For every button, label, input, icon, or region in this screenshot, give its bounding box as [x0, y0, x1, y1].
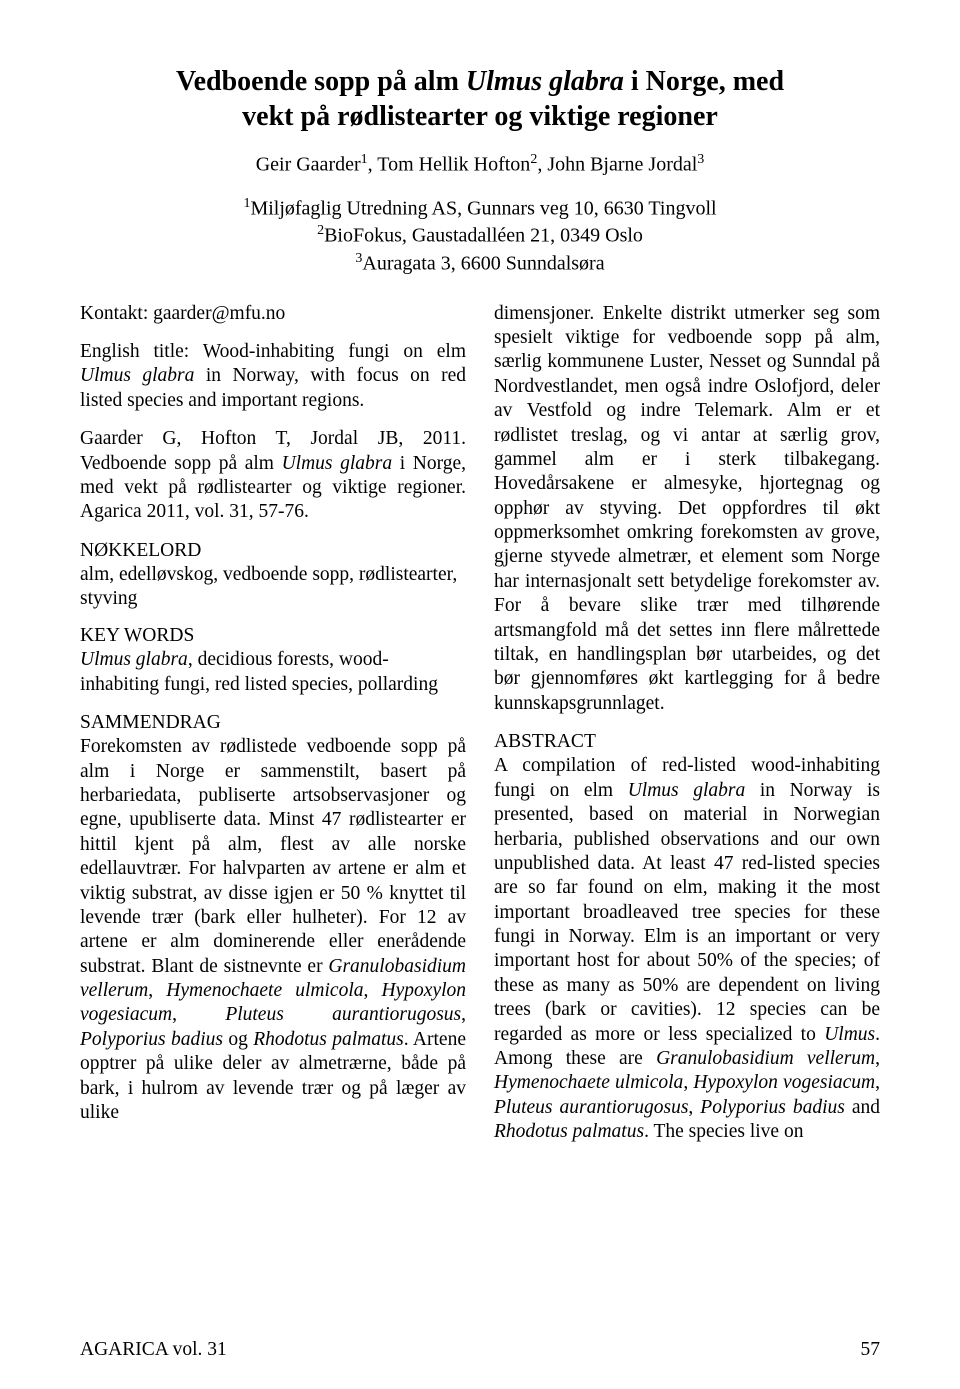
- article-title: Vedboende sopp på alm Ulmus glabra i Nor…: [80, 64, 880, 134]
- sammendrag-body: Forekomsten av rødlistede vedboende sopp…: [80, 735, 466, 1125]
- keywords-en-label: KEY WORDS: [80, 624, 466, 648]
- sammendrag: SAMMENDRAG Forekomsten av rødlistede ved…: [80, 711, 466, 1125]
- english-title: English title: Wood-inhabiting fungi on …: [80, 340, 466, 413]
- title-species: Ulmus glabra: [466, 66, 624, 97]
- col2-continuation: dimensjoner. Enkelte distrikt utmerker s…: [494, 302, 880, 716]
- authors: Geir Gaarder1, Tom Hellik Hofton2, John …: [80, 152, 880, 177]
- affiliations: 1Miljøfaglig Utredning AS, Gunnars veg 1…: [80, 195, 880, 278]
- contact-line: Kontakt: gaarder@mfu.no: [80, 302, 466, 326]
- title-line2: vekt på rødlistearter og viktige regione…: [242, 101, 718, 132]
- keywords-no-text: alm, edelløvskog, vedboende sopp, rødlis…: [80, 563, 466, 612]
- page: Vedboende sopp på alm Ulmus glabra i Nor…: [0, 0, 960, 1389]
- footer-journal: AGARICA vol. 31: [80, 1339, 227, 1361]
- body-columns: Kontakt: gaarder@mfu.no English title: W…: [80, 302, 880, 1145]
- title-part-a: Vedboende sopp på alm: [176, 66, 466, 97]
- page-footer: AGARICA vol. 31 57: [80, 1339, 880, 1361]
- title-part-c: i Norge, med: [624, 66, 784, 97]
- abstract-body: A compilation of red-listed wood-inhabit…: [494, 754, 880, 1144]
- sammendrag-label: SAMMENDRAG: [80, 711, 466, 735]
- keywords-no: NØKKELORD alm, edelløvskog, vedboende so…: [80, 539, 466, 612]
- abstract: ABSTRACT A compilation of red-listed woo…: [494, 730, 880, 1144]
- keywords-no-label: NØKKELORD: [80, 539, 466, 563]
- abstract-label: ABSTRACT: [494, 730, 880, 754]
- keywords-en-text: Ulmus glabra, decidious forests, wood-in…: [80, 648, 466, 697]
- keywords-en: KEY WORDS Ulmus glabra, decidious forest…: [80, 624, 466, 697]
- footer-page-number: 57: [861, 1339, 881, 1361]
- citation: Gaarder G, Hofton T, Jordal JB, 2011. Ve…: [80, 427, 466, 525]
